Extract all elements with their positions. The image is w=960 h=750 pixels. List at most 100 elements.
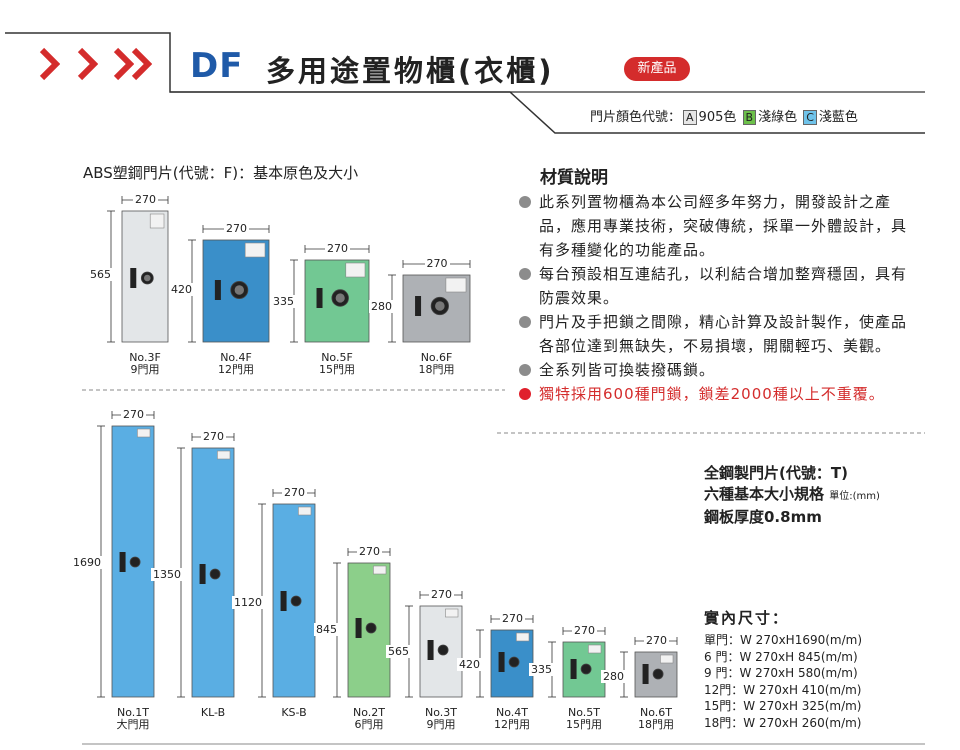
inner-size-list: 單門：W 270xH1690(m/m) 6 門：W 270xH 845(m/m)… (704, 632, 862, 731)
color-code-legend: 門片顏色代號： A 905色 B 淺綠色 C 淺藍色 (590, 106, 858, 125)
height-dim-label: 335 (529, 663, 554, 676)
locker-name-label: KS-B (281, 706, 307, 719)
inner-size-heading: 實內尺寸： (704, 609, 790, 627)
color-name-a: 905色 (698, 110, 737, 125)
steel-thickness: 鋼板厚度0.8mm (704, 508, 822, 526)
material-item-highlight: 獨特採用600種門鎖，鎖差2000種以上不重覆。 (517, 382, 922, 406)
vent-panel (445, 608, 459, 618)
chevron-right-icon (131, 47, 152, 81)
handle-icon (130, 268, 137, 288)
lock-icon (365, 622, 377, 634)
handle-icon (199, 564, 206, 584)
material-item: 門片及手把鎖之間隙，精心計算及設計製作，使產品各部位達到無缺失，不易損壞，開關輕… (517, 310, 922, 358)
lock-icon (580, 663, 592, 675)
locker-use-label: 15門用 (319, 363, 355, 376)
inner-size-row: 6 門：W 270xH 845(m/m) (704, 649, 858, 664)
locker-name-label: No.5T (568, 706, 600, 719)
locker-name-label: No.2T (353, 706, 385, 719)
steel-size-count: 六種基本大小規格 (704, 485, 825, 503)
color-code-b: B (742, 110, 757, 125)
vent-panel (445, 277, 467, 293)
width-dim-label: 270 (133, 193, 158, 206)
vent-panel (217, 450, 231, 460)
locker-name-label: KL-B (200, 706, 226, 719)
color-code-label: 門片顏色代號： (590, 110, 682, 125)
chevron-right-icon (39, 47, 60, 81)
locker-use-label: 12門用 (494, 718, 530, 731)
lock-core (144, 274, 151, 282)
locker-use-label: 18門用 (638, 718, 674, 731)
lock-icon (290, 595, 302, 607)
handle-icon (498, 652, 505, 672)
locker-use-label: 6門用 (354, 718, 384, 731)
handle-icon (214, 280, 221, 300)
handle-icon (119, 552, 126, 572)
vent-panel (149, 213, 165, 229)
height-dim-label: 1120 (232, 596, 264, 609)
vent-panel (244, 242, 266, 258)
width-dim-label: 270 (121, 408, 146, 421)
color-code-a: A (683, 110, 697, 125)
width-dim-label: 270 (644, 634, 669, 647)
handle-icon (280, 591, 287, 611)
inner-size-row: 12門：W 270xH 410(m/m) (704, 682, 862, 697)
lock-core (234, 285, 245, 295)
handle-icon (570, 659, 577, 679)
material-item: 此系列置物櫃為本公司經多年努力，開發設計之產品，應用專業技術，突破傳統，採單一外… (517, 190, 922, 262)
width-dim-label: 270 (224, 222, 249, 235)
material-item: 全系列皆可換裝撥碼鎖。 (517, 358, 922, 382)
handle-icon (355, 618, 362, 638)
locker-name-label: No.1T (117, 706, 149, 719)
lock-icon (129, 556, 141, 568)
locker-use-label: 12門用 (218, 363, 254, 376)
height-dim-label: 420 (169, 283, 194, 296)
width-dim-label: 270 (282, 486, 307, 499)
lock-icon (652, 668, 664, 680)
unit-label: 單位:(mm) (829, 491, 880, 502)
inner-size-row: 18門：W 270xH 260(m/m) (704, 715, 862, 730)
handle-icon (316, 288, 323, 308)
steel-door-title: 全鋼製門片(代號：T) (704, 464, 848, 482)
material-heading: 材質說明 (540, 168, 608, 188)
vent-panel (516, 632, 530, 642)
locker-name-label: No.6F (420, 351, 453, 364)
locker-use-label: 9門用 (426, 718, 456, 731)
vent-panel (298, 506, 312, 516)
width-dim-label: 270 (429, 588, 454, 601)
brand-logo: DF (190, 46, 244, 86)
locker-use-label: 15門用 (566, 718, 602, 731)
width-dim-label: 270 (201, 430, 226, 443)
locker-name-label: No.3T (425, 706, 457, 719)
width-dim-label: 270 (424, 257, 450, 270)
lock-icon (209, 568, 221, 580)
height-dim-label: 335 (271, 295, 296, 308)
material-list: 此系列置物櫃為本公司經多年努力，開發設計之產品，應用專業技術，突破傳統，採單一外… (517, 190, 922, 406)
vent-panel (345, 262, 366, 278)
handle-icon (415, 296, 422, 316)
locker-name-label: No.6T (640, 706, 672, 719)
locker-name-label: No.4T (496, 706, 528, 719)
color-code-c: C (803, 110, 817, 125)
handle-icon (642, 664, 649, 684)
width-dim-label: 270 (500, 612, 525, 625)
lock-core (435, 301, 445, 311)
width-dim-label: 270 (357, 545, 382, 558)
vent-panel (660, 654, 674, 664)
chevron-right-icon (113, 47, 134, 81)
lock-icon (437, 644, 449, 656)
height-dim-label: 845 (314, 623, 339, 636)
locker-name-label: No.3F (129, 351, 161, 364)
page-title: 多用途置物櫃(衣櫃) (266, 54, 555, 88)
vent-panel (588, 644, 602, 654)
locker-use-label: 9門用 (130, 363, 160, 376)
locker-use-label: 大門用 (116, 718, 150, 731)
lock-icon (508, 656, 520, 668)
locker-name-label: No.5F (321, 351, 353, 364)
inner-size-row: 單門：W 270xH1690(m/m) (704, 633, 863, 647)
height-dim-label: 565 (386, 645, 411, 658)
abs-section-heading: ABS塑鋼門片(代號：F)：基本原色及大小 (83, 164, 359, 182)
height-dim-label: 420 (457, 658, 482, 671)
vent-panel (373, 565, 387, 575)
